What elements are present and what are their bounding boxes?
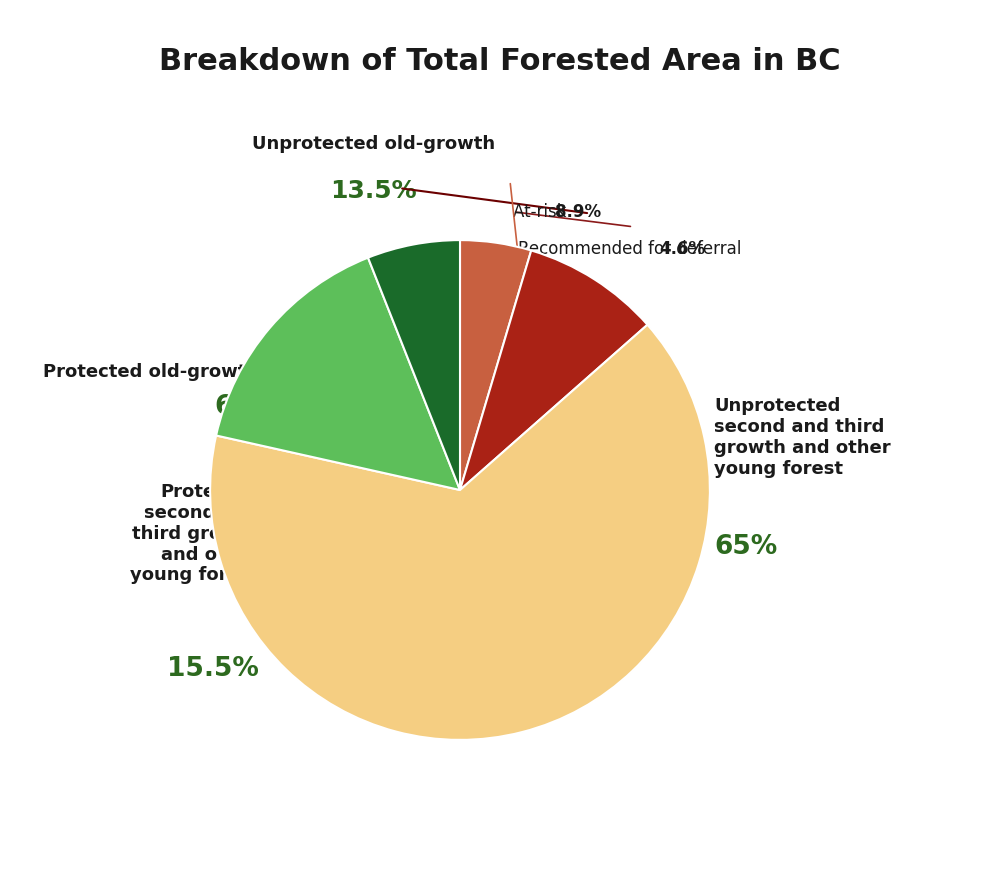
- Text: 15.5%: 15.5%: [168, 656, 259, 682]
- Text: Breakdown of Total Forested Area in BC: Breakdown of Total Forested Area in BC: [159, 46, 841, 76]
- Text: Recommended for deferral: Recommended for deferral: [518, 241, 746, 258]
- Wedge shape: [368, 240, 460, 490]
- Text: 65%: 65%: [714, 534, 778, 560]
- Text: 8.9%: 8.9%: [555, 203, 601, 220]
- Text: Unprotected
second and third
growth and other
young forest: Unprotected second and third growth and …: [714, 397, 891, 478]
- Wedge shape: [216, 257, 460, 490]
- Text: 13.5%: 13.5%: [330, 179, 416, 203]
- Wedge shape: [460, 240, 531, 490]
- Text: At-risk: At-risk: [513, 203, 572, 220]
- Text: 4.6%: 4.6%: [659, 241, 705, 258]
- Text: Unprotected old-growth: Unprotected old-growth: [252, 135, 495, 153]
- Wedge shape: [460, 250, 647, 490]
- Text: 6%: 6%: [214, 394, 259, 420]
- Text: Protected old-growth: Protected old-growth: [43, 363, 259, 381]
- Wedge shape: [210, 325, 710, 740]
- Text: Protected
second and
third growth
and other
young forest: Protected second and third growth and ot…: [130, 483, 259, 584]
